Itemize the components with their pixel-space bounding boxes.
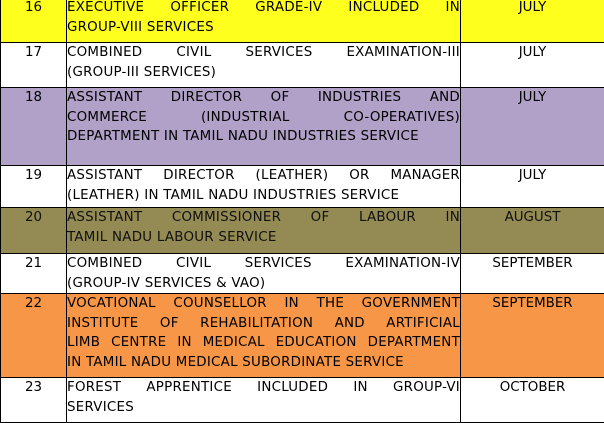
exam-title-line: ASSISTANT DIRECTOR OF INDUSTRIES AND [67,88,460,108]
exam-title-line: GROUP-VIII SERVICES [67,18,460,38]
exam-month-label: JULY [519,166,547,186]
exam-title-line: TAMIL NADU LABOUR SERVICE [67,228,460,248]
exam-title: COMBINED CIVIL SERVICES EXAMINATION-III … [67,43,461,88]
exam-month: JULY [461,88,604,166]
exam-title: ASSISTANT DIRECTOR (LEATHER) OR MANAGER … [67,166,461,208]
exam-title-line: COMBINED CIVIL SERVICES EXAMINATION-IV [67,254,460,274]
exam-month: SEPTEMBER [461,254,604,294]
table-row: 18 ASSISTANT DIRECTOR OF INDUSTRIES AND … [1,88,604,166]
exam-title-line: (LEATHER) IN TAMIL NADU INDUSTRIES SERVI… [67,186,460,206]
row-number: 21 [1,254,67,294]
exam-title-line: EXECUTIVE OFFICER GRADE-IV INCLUDED IN [67,0,460,18]
table-row: 20 ASSISTANT COMMISSIONER OF LABOUR IN T… [1,208,604,254]
table-row: 22 VOCATIONAL COUNSELLOR IN THE GOVERNME… [1,294,604,378]
table-row: 21 COMBINED CIVIL SERVICES EXAMINATION-I… [1,254,604,294]
exam-title-line: ASSISTANT DIRECTOR (LEATHER) OR MANAGER [67,166,460,186]
exam-title-line: COMBINED CIVIL SERVICES EXAMINATION-III [67,43,460,63]
table-row: 23 FOREST APPRENTICE INCLUDED IN GROUP-V… [1,378,604,423]
exam-title-line: VOCATIONAL COUNSELLOR IN THE GOVERNMENT [67,294,460,314]
exam-title: FOREST APPRENTICE INCLUDED IN GROUP-VI S… [67,378,461,423]
exam-month: SEPTEMBER [461,294,604,378]
table-row: 19 ASSISTANT DIRECTOR (LEATHER) OR MANAG… [1,166,604,208]
exam-title-line: ASSISTANT COMMISSIONER OF LABOUR IN [67,208,460,228]
exam-month-label: SEPTEMBER [492,254,572,274]
exam-title: EXECUTIVE OFFICER GRADE-IV INCLUDED IN G… [67,0,461,43]
row-number: 16 [1,0,67,43]
exam-title-line: DEPARTMENT IN TAMIL NADU INDUSTRIES SERV… [67,127,460,147]
row-number: 17 [1,43,67,88]
exam-month-label: JULY [519,88,547,108]
row-number: 19 [1,166,67,208]
exam-title-line: SERVICES [67,398,460,418]
exam-month: AUGUST [461,208,604,254]
row-number: 23 [1,378,67,423]
table-row: 16 EXECUTIVE OFFICER GRADE-IV INCLUDED I… [1,0,604,43]
exam-title-line: INSTITUTE OF REHABILITATION AND ARTIFICI… [67,314,460,334]
exam-month: JULY [461,166,604,208]
exam-month: OCTOBER [461,378,604,423]
exam-title-line: IN TAMIL NADU MEDICAL SUBORDINATE SERVIC… [67,353,460,373]
exam-title: ASSISTANT COMMISSIONER OF LABOUR IN TAMI… [67,208,461,254]
table-row: 17 COMBINED CIVIL SERVICES EXAMINATION-I… [1,43,604,88]
exam-title-line: (GROUP-IV SERVICES & VAO) [67,274,460,294]
row-number: 20 [1,208,67,254]
exam-month-label: JULY [519,43,547,63]
exam-month: JULY [461,0,604,43]
exam-title-line: (GROUP-III SERVICES) [67,63,460,83]
exam-month-label: SEPTEMBER [492,294,572,314]
exam-title-line: FOREST APPRENTICE INCLUDED IN GROUP-VI [67,378,460,398]
row-number: 22 [1,294,67,378]
exam-month: JULY [461,43,604,88]
exam-title: ASSISTANT DIRECTOR OF INDUSTRIES AND COM… [67,88,461,166]
row-number: 18 [1,88,67,166]
exam-month-label: AUGUST [505,208,561,228]
exam-title-line: LIMB CENTRE IN MEDICAL EDUCATION DEPARTM… [67,333,460,353]
exam-title: COMBINED CIVIL SERVICES EXAMINATION-IV (… [67,254,461,294]
exam-month-label: JULY [519,0,547,18]
exam-title: VOCATIONAL COUNSELLOR IN THE GOVERNMENT … [67,294,461,378]
exam-title-line: COMMERCE (INDUSTRIAL CO-OPERATIVES) [67,108,460,128]
exam-month-label: OCTOBER [500,378,566,398]
